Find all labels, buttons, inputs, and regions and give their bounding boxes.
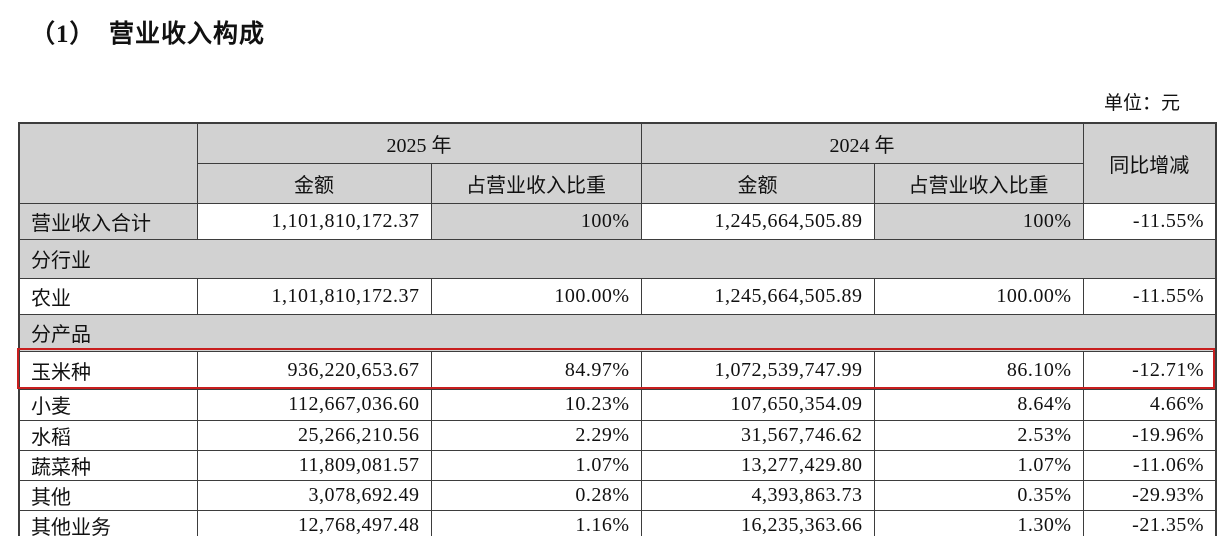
amount-2024-cell: 1,245,664,505.89	[640, 277, 875, 315]
yoy-header: 同比增减	[1082, 122, 1217, 204]
share-2025-cell: 1.16%	[430, 509, 642, 536]
table-row-corn-seed: 玉米种 936,220,653.67 84.97% 1,072,539,747.…	[18, 350, 1217, 390]
amount-2024-cell: 107,650,354.09	[640, 388, 875, 421]
row-label: 小麦	[18, 388, 198, 421]
yoy-cell: -11.06%	[1082, 449, 1217, 481]
header-row-years: 2025 年 2024 年 同比增减	[18, 122, 1217, 204]
year-2024-header: 2024 年	[640, 122, 1084, 164]
yoy-cell: 4.66%	[1082, 388, 1217, 421]
amount-2024-cell: 16,235,363.66	[640, 509, 875, 536]
row-label: 玉米种	[18, 350, 198, 390]
yoy-cell: -11.55%	[1082, 277, 1217, 315]
amount-2025-header: 金额	[196, 162, 432, 204]
amount-2024-header: 金额	[640, 162, 875, 204]
amount-2025-cell: 1,101,810,172.37	[196, 277, 432, 315]
amount-2025-cell: 936,220,653.67	[196, 350, 432, 390]
row-label: 其他业务	[18, 509, 198, 536]
row-label: 农业	[18, 277, 198, 315]
amount-2024-cell: 1,245,664,505.89	[640, 202, 875, 240]
amount-2025-cell: 11,809,081.57	[196, 449, 432, 481]
amount-2024-cell: 31,567,746.62	[640, 419, 875, 451]
section-label: 分产品	[18, 313, 1217, 352]
share-2024-cell: 8.64%	[873, 388, 1084, 421]
table-row-rice: 水稻 25,266,210.56 2.29% 31,567,746.62 2.5…	[18, 419, 1217, 451]
share-2025-cell: 2.29%	[430, 419, 642, 451]
amount-2025-cell: 1,101,810,172.37	[196, 202, 432, 240]
row-label: 营业收入合计	[18, 202, 198, 240]
row-label: 其他	[18, 479, 198, 511]
table-row-total: 营业收入合计 1,101,810,172.37 100% 1,245,664,5…	[18, 202, 1217, 240]
yoy-cell: -12.71%	[1082, 350, 1217, 390]
unit-label: 单位：元	[1103, 93, 1180, 114]
amount-2024-cell: 1,072,539,747.99	[640, 350, 875, 390]
share-2024-header: 占营业收入比重	[873, 162, 1084, 204]
share-2024-cell: 100%	[873, 202, 1084, 240]
share-2025-cell: 84.97%	[430, 350, 642, 390]
corner-cell	[18, 122, 198, 204]
table-row-other-business: 其他业务 12,768,497.48 1.16% 16,235,363.66 1…	[18, 509, 1217, 536]
share-2025-cell: 100.00%	[430, 277, 642, 315]
yoy-cell: -19.96%	[1082, 419, 1217, 451]
share-2024-cell: 0.35%	[873, 479, 1084, 511]
revenue-composition-table: 2025 年 2024 年 同比增减 金额 占营业收入比重 金额 占营业收入比重…	[18, 122, 1217, 536]
year-2025-header: 2025 年	[196, 122, 642, 164]
share-2024-cell: 1.30%	[873, 509, 1084, 536]
page-title: （1） 营业收入构成	[30, 21, 266, 48]
share-2024-cell: 1.07%	[873, 449, 1084, 481]
amount-2025-cell: 112,667,036.60	[196, 388, 432, 421]
table-row-agriculture: 农业 1,101,810,172.37 100.00% 1,245,664,50…	[18, 277, 1217, 315]
share-2025-header: 占营业收入比重	[430, 162, 642, 204]
share-2025-cell: 10.23%	[430, 388, 642, 421]
share-2025-cell: 0.28%	[430, 479, 642, 511]
row-label: 蔬菜种	[18, 449, 198, 481]
amount-2025-cell: 25,266,210.56	[196, 419, 432, 451]
share-2025-cell: 100%	[430, 202, 642, 240]
share-2024-cell: 2.53%	[873, 419, 1084, 451]
section-label: 分行业	[18, 238, 1217, 279]
section-row-by-product: 分产品	[18, 313, 1217, 352]
amount-2025-cell: 3,078,692.49	[196, 479, 432, 511]
yoy-cell: -21.35%	[1082, 509, 1217, 536]
amount-2024-cell: 4,393,863.73	[640, 479, 875, 511]
yoy-cell: -29.93%	[1082, 479, 1217, 511]
table-row-vegetable-seed: 蔬菜种 11,809,081.57 1.07% 13,277,429.80 1.…	[18, 449, 1217, 481]
share-2025-cell: 1.07%	[430, 449, 642, 481]
row-label: 水稻	[18, 419, 198, 451]
amount-2025-cell: 12,768,497.48	[196, 509, 432, 536]
yoy-cell: -11.55%	[1082, 202, 1217, 240]
share-2024-cell: 86.10%	[873, 350, 1084, 390]
table-row-other: 其他 3,078,692.49 0.28% 4,393,863.73 0.35%…	[18, 479, 1217, 511]
table-row-wheat: 小麦 112,667,036.60 10.23% 107,650,354.09 …	[18, 388, 1217, 421]
section-row-by-industry: 分行业	[18, 238, 1217, 279]
share-2024-cell: 100.00%	[873, 277, 1084, 315]
header-row-metrics: 金额 占营业收入比重 金额 占营业收入比重	[19, 162, 1216, 204]
amount-2024-cell: 13,277,429.80	[640, 449, 875, 481]
